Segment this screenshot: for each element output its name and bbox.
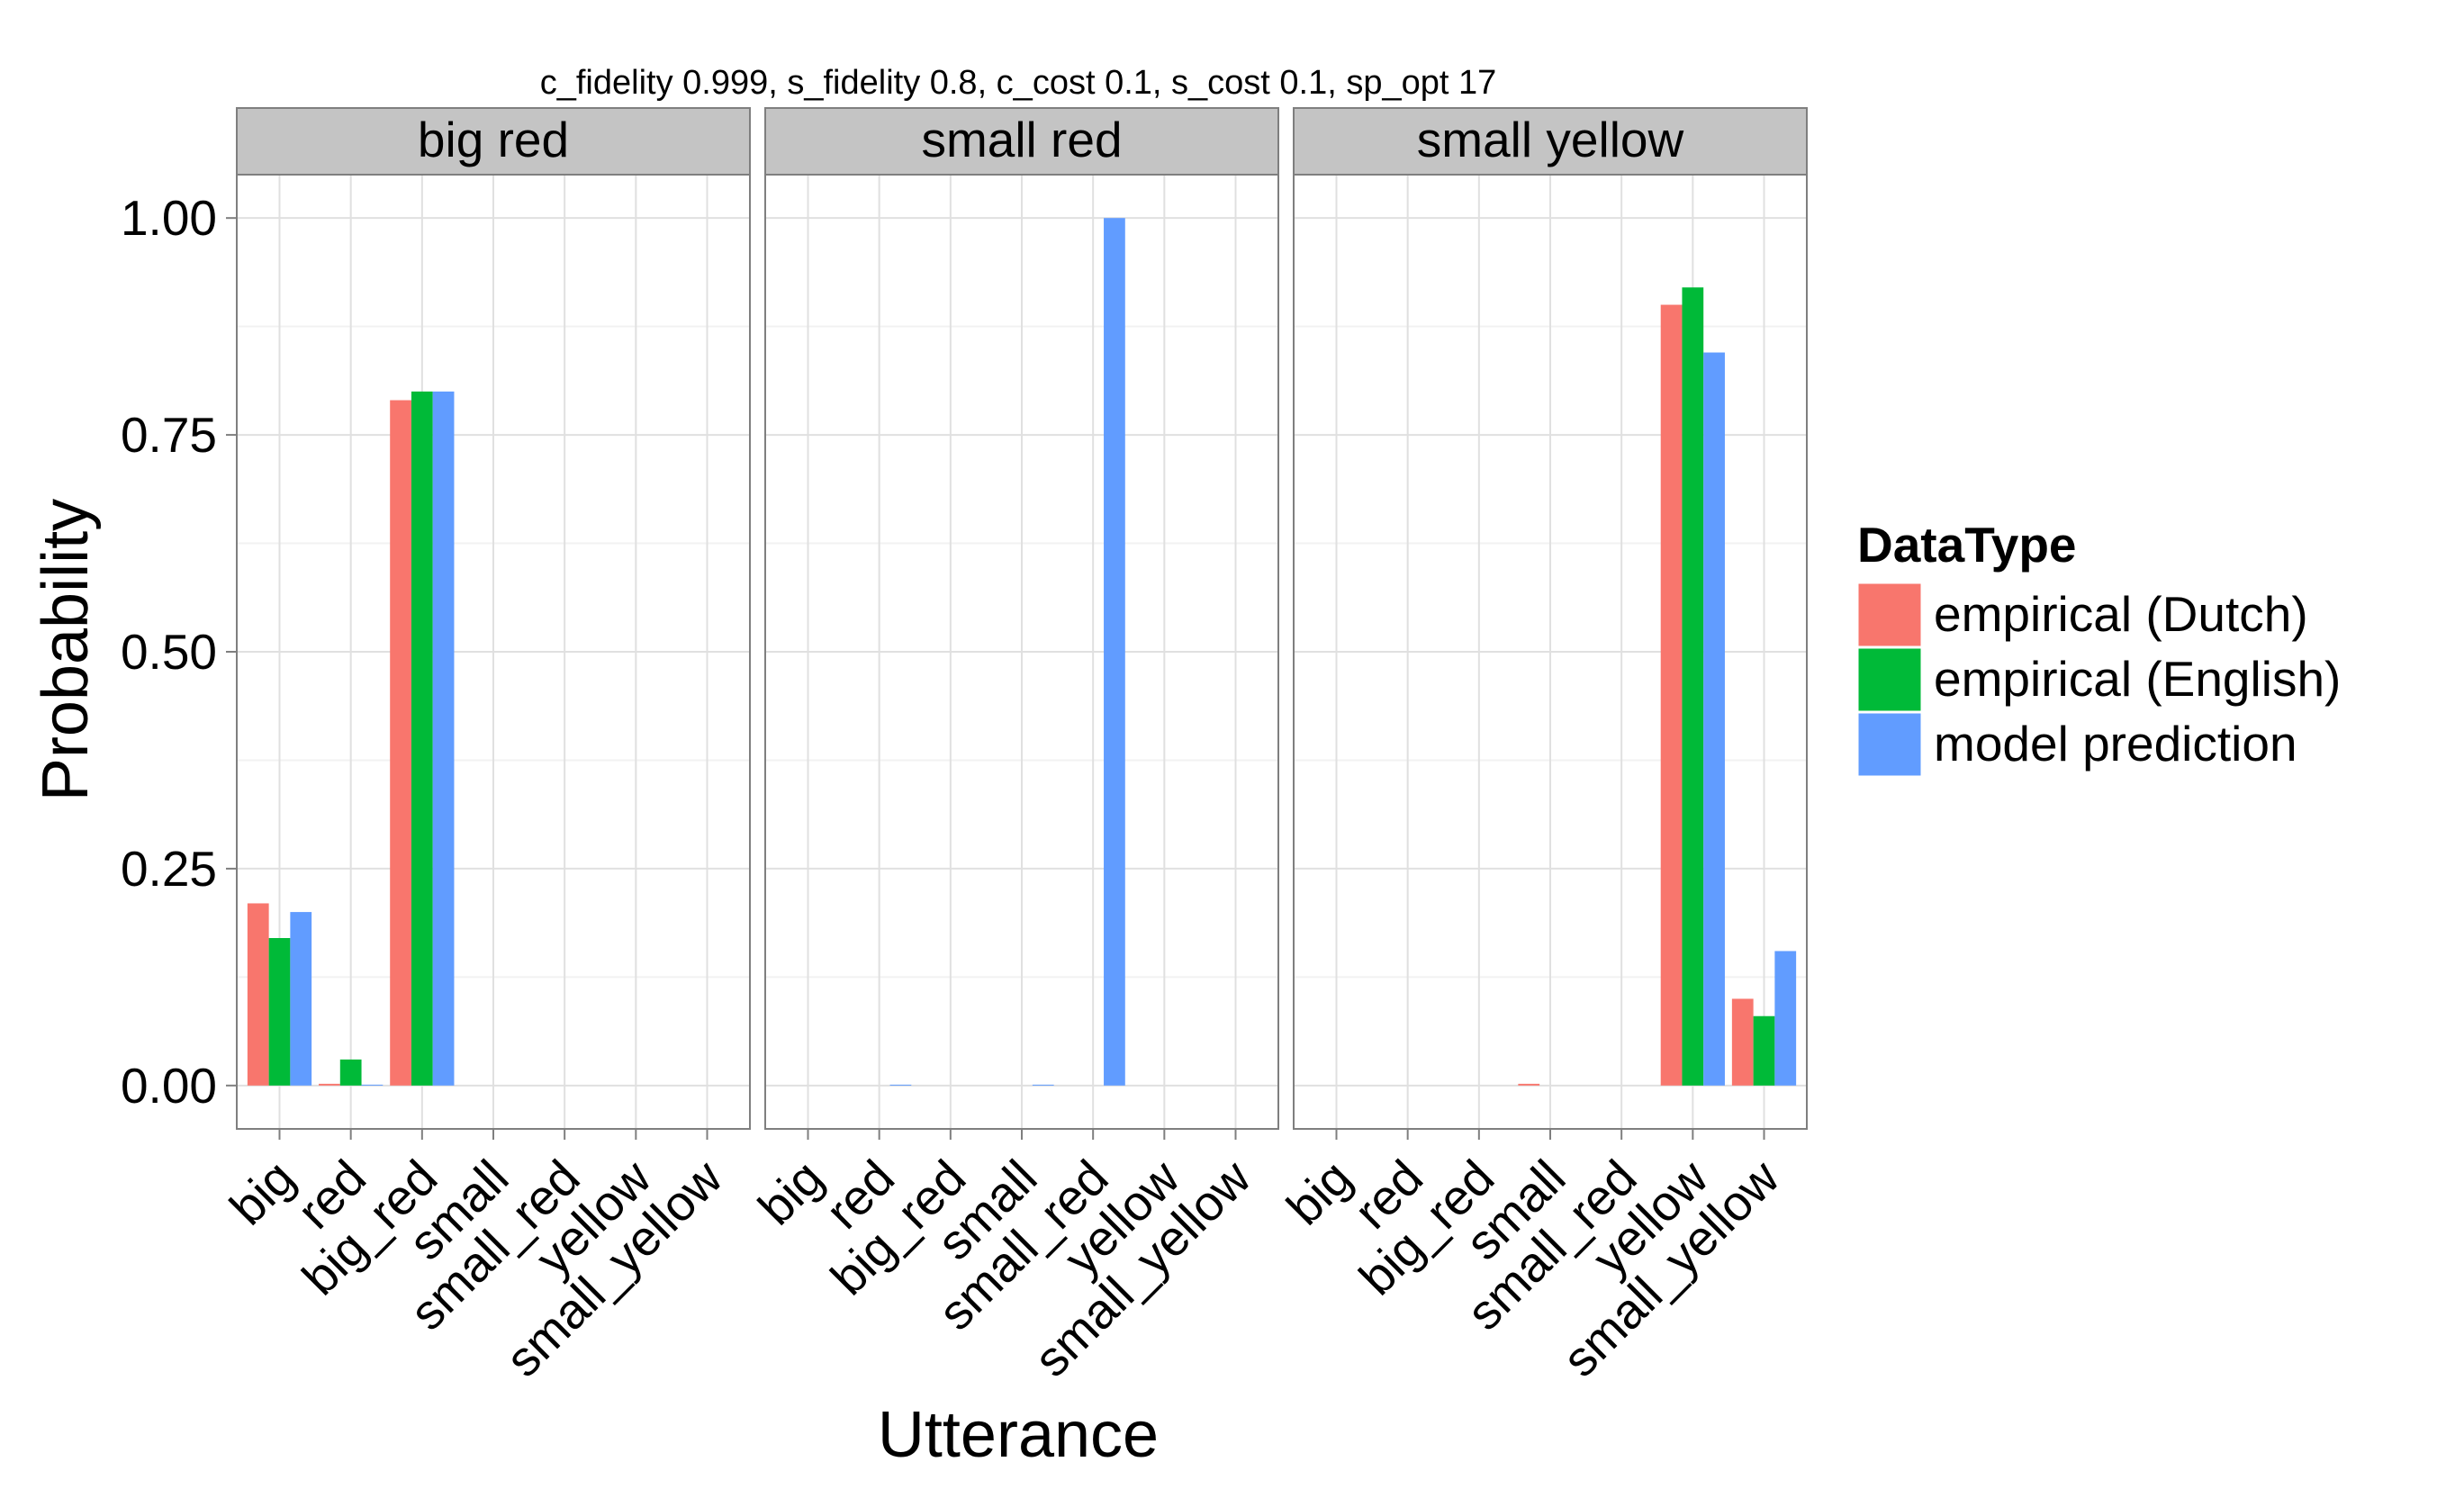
y-tick-label: 0.50 xyxy=(121,624,217,680)
y-tick-label: 1.00 xyxy=(121,190,217,246)
legend-label: model prediction xyxy=(1934,716,2297,772)
bar xyxy=(290,912,312,1086)
bar xyxy=(1660,304,1683,1086)
panel-small-yellow: small yellow xyxy=(1293,107,1808,1130)
legend-label: empirical (Dutch) xyxy=(1934,586,2308,642)
bar xyxy=(432,391,455,1086)
legend-label: empirical (English) xyxy=(1934,651,2341,707)
bar xyxy=(390,400,411,1086)
facet-label: small red xyxy=(921,112,1122,167)
legend-key xyxy=(1855,581,1924,649)
bar xyxy=(1703,352,1725,1086)
facet-label: small yellow xyxy=(1417,112,1684,167)
legend: DataType empirical (Dutch) empirical (Eng… xyxy=(1855,517,2341,779)
panel-small-red: small red xyxy=(764,107,1279,1130)
y-axis: 0.00 0.25 0.50 0.75 1.00 xyxy=(121,190,237,1114)
panels: big red small red small yellow xyxy=(236,107,1808,1130)
x-tick-label: big xyxy=(219,1150,305,1236)
bar xyxy=(1731,998,1754,1086)
facet-label: big red xyxy=(418,112,569,167)
bar xyxy=(411,391,433,1086)
y-axis-title: Probability xyxy=(30,499,102,801)
panel-big-red: big red xyxy=(236,107,751,1130)
legend-key xyxy=(1855,645,1924,714)
bar xyxy=(1104,218,1125,1086)
bar xyxy=(1682,287,1704,1086)
x-axis: bigredbig_redsmallsmall_redyellowsmall_y… xyxy=(219,1129,1790,1387)
y-tick-label: 0.25 xyxy=(121,841,217,897)
bar xyxy=(889,1084,912,1086)
x-tick-label: big xyxy=(747,1150,834,1236)
bar xyxy=(1518,1083,1540,1086)
bar xyxy=(268,938,291,1086)
facet-strip xyxy=(236,107,751,176)
bar xyxy=(361,1084,384,1086)
legend-title: DataType xyxy=(1857,517,2077,573)
legend-key xyxy=(1855,710,1924,779)
x-tick-label: big xyxy=(1276,1150,1362,1236)
bar xyxy=(247,903,269,1086)
bar xyxy=(1753,1015,1775,1086)
x-axis-title: Utterance xyxy=(878,1399,1159,1471)
y-tick-label: 0.75 xyxy=(121,407,217,463)
bar xyxy=(1032,1084,1054,1086)
bar xyxy=(319,1083,340,1086)
facet-strip xyxy=(1293,107,1808,176)
bar xyxy=(339,1059,362,1086)
bar xyxy=(1774,951,1797,1086)
chart-title: c_fidelity 0.999, s_fidelity 0.8, c_cost… xyxy=(540,64,1497,102)
y-tick-label: 0.00 xyxy=(121,1058,217,1114)
